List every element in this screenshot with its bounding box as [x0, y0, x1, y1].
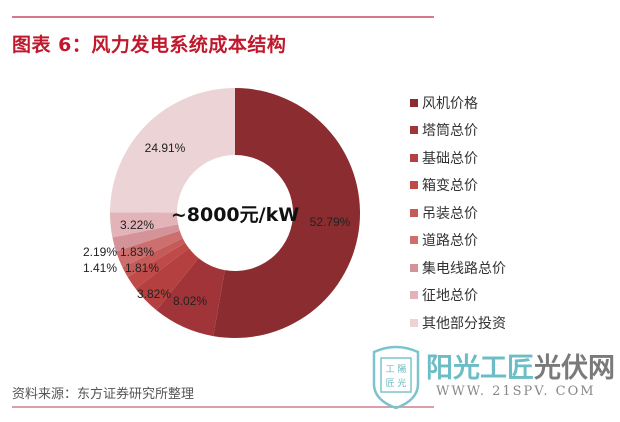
- chart-legend: 风机价格 塔筒总价 基础总价 箱变总价 吊装总价 道路总价 集电线路总价 征地总…: [410, 89, 506, 337]
- slice-label-other: 24.91%: [145, 141, 186, 155]
- donut-slice: [116, 230, 183, 268]
- donut-slice: [110, 212, 179, 238]
- legend-swatch: [410, 263, 418, 272]
- legend-swatch: [410, 291, 418, 300]
- watermark-url: WWW. 21SPV. COM: [436, 384, 596, 399]
- legend-swatch: [410, 236, 418, 245]
- legend-item: 风机价格: [410, 89, 506, 117]
- svg-text:工 陽: 工 陽: [386, 364, 407, 375]
- slice-label-road: 2.19%: [83, 245, 117, 259]
- legend-swatch: [410, 153, 418, 162]
- legend-item: 其他部分投资: [410, 309, 506, 337]
- watermark: 工 陽 匠 光 阳光工匠光伏网 WWW. 21SPV. COM: [368, 344, 618, 410]
- legend-item: 塔筒总价: [410, 117, 506, 145]
- center-label: ~8000元/kW: [171, 204, 299, 226]
- legend-item: 吊装总价: [410, 199, 506, 227]
- slice-label-collector: 1.83%: [120, 245, 154, 259]
- legend-swatch: [410, 98, 418, 107]
- slice-label-land: 3.22%: [120, 218, 154, 232]
- legend-item: 基础总价: [410, 144, 506, 172]
- source-note: 资料来源：东方证券研究所整理: [12, 387, 195, 402]
- legend-swatch: [410, 318, 418, 327]
- slice-label-transformer: 1.81%: [125, 261, 159, 275]
- donut-slice: [112, 224, 180, 252]
- legend-swatch: [410, 126, 418, 135]
- watermark-brand: 阳光工匠光伏网: [426, 353, 615, 384]
- slice-label-hoisting: 1.41%: [83, 261, 117, 275]
- donut-slice: [122, 238, 186, 278]
- legend-item: 道路总价: [410, 227, 506, 255]
- svg-text:匠 光: 匠 光: [386, 377, 407, 389]
- chart-title: 图表 6：风力发电系统成本结构: [12, 34, 287, 56]
- legend-swatch: [410, 208, 418, 217]
- slice-label-tower: 8.02%: [173, 294, 207, 308]
- slice-label-foundation: 3.82%: [137, 287, 171, 301]
- slice-label-fan: 52.79%: [310, 215, 351, 229]
- donut-slice: [135, 248, 199, 311]
- donut-slices: [110, 88, 360, 338]
- legend-item: 集电线路总价: [410, 254, 506, 282]
- donut-slice: [110, 88, 235, 213]
- legend-item: 箱变总价: [410, 172, 506, 200]
- bottom-divider: [12, 406, 434, 408]
- donut-slice: [213, 88, 360, 338]
- shield-logo-icon: 工 陽 匠 光: [372, 345, 420, 410]
- donut-slice: [127, 242, 189, 289]
- top-divider: [12, 16, 434, 18]
- donut-slice: [156, 258, 225, 337]
- legend-swatch: [410, 181, 418, 190]
- legend-item: 征地总价: [410, 282, 506, 310]
